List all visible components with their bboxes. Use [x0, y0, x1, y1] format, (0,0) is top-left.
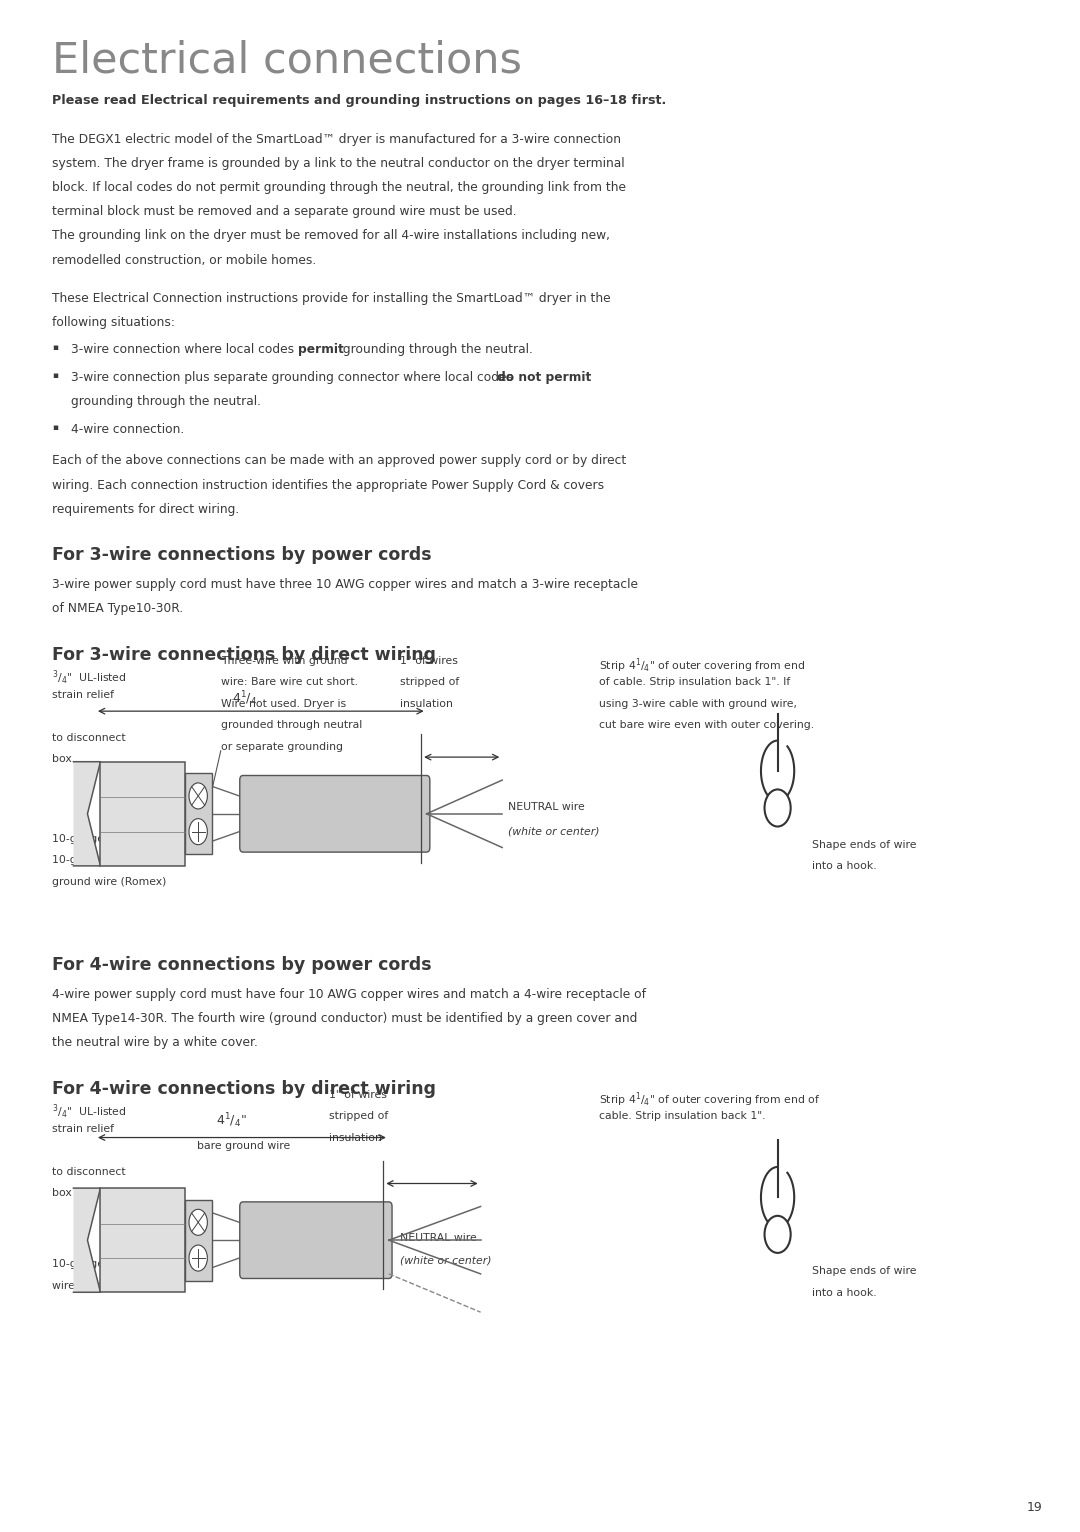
Text: 3-wire connection plus separate grounding connector where local codes: 3-wire connection plus separate groundin…	[71, 371, 517, 385]
Text: Wire not used. Dryer is: Wire not used. Dryer is	[221, 699, 347, 709]
Text: $\mathregular{^3/_4}$"  UL-listed: $\mathregular{^3/_4}$" UL-listed	[52, 1103, 126, 1121]
Text: the neutral wire by a white cover.: the neutral wire by a white cover.	[52, 1036, 258, 1049]
Text: cable. Strip insulation back 1".: cable. Strip insulation back 1".	[599, 1112, 766, 1121]
Text: Three-wire with ground: Three-wire with ground	[221, 656, 348, 666]
Text: Shape ends of wire: Shape ends of wire	[812, 840, 917, 850]
Text: remodelled construction, or mobile homes.: remodelled construction, or mobile homes…	[52, 254, 316, 267]
Text: Strip 4$\mathregular{^1/_4}$" of outer covering from end of: Strip 4$\mathregular{^1/_4}$" of outer c…	[599, 1091, 821, 1109]
Circle shape	[765, 789, 791, 827]
Text: $\mathregular{^3/_4}$"  UL-listed: $\mathregular{^3/_4}$" UL-listed	[52, 668, 126, 686]
Text: ground wire (Romex): ground wire (Romex)	[52, 876, 166, 887]
Text: block. If local codes do not permit grounding through the neutral, the grounding: block. If local codes do not permit grou…	[52, 181, 625, 195]
Text: grounding through the neutral.: grounding through the neutral.	[338, 343, 532, 355]
Text: to disconnect: to disconnect	[52, 732, 125, 743]
Text: of NMEA Type10-30R.: of NMEA Type10-30R.	[52, 602, 184, 616]
Polygon shape	[73, 1189, 100, 1293]
Text: to disconnect: to disconnect	[52, 1167, 125, 1177]
Text: 3-wire connection where local codes: 3-wire connection where local codes	[71, 343, 298, 355]
Text: (white or center): (white or center)	[508, 826, 599, 836]
Text: NEUTRAL wire: NEUTRAL wire	[508, 801, 584, 812]
Circle shape	[765, 1216, 791, 1253]
Text: For 4-wire connections by direct wiring: For 4-wire connections by direct wiring	[52, 1080, 436, 1098]
Text: into a hook.: into a hook.	[812, 1288, 877, 1298]
Bar	[185, 1200, 212, 1281]
Bar	[100, 761, 185, 866]
Text: NEUTRAL wire: NEUTRAL wire	[400, 1233, 476, 1242]
Text: Please read Electrical requirements and grounding instructions on pages 16–18 fi: Please read Electrical requirements and …	[52, 95, 666, 107]
Text: using 3-wire cable with ground wire,: using 3-wire cable with ground wire,	[599, 699, 797, 709]
Text: grounding through the neutral.: grounding through the neutral.	[71, 395, 261, 408]
Text: wire (Romex): wire (Romex)	[52, 1281, 124, 1290]
Polygon shape	[73, 761, 100, 866]
FancyBboxPatch shape	[240, 775, 430, 852]
Text: permit: permit	[297, 343, 343, 355]
Text: strain relief: strain relief	[52, 689, 113, 700]
Text: grounded through neutral: grounded through neutral	[221, 720, 363, 731]
Text: 4-wire power supply cord must have four 10 AWG copper wires and match a 4-wire r: 4-wire power supply cord must have four …	[52, 988, 646, 1000]
Text: Strip 4$\mathregular{^1/_4}$" of outer covering from end: Strip 4$\mathregular{^1/_4}$" of outer c…	[599, 656, 806, 674]
Text: The grounding link on the dryer must be removed for all 4-wire installations inc: The grounding link on the dryer must be …	[52, 230, 610, 242]
Circle shape	[189, 1246, 207, 1272]
Text: bare ground wire: bare ground wire	[197, 1141, 289, 1151]
Text: 10-gauge, 3-wire with: 10-gauge, 3-wire with	[52, 855, 171, 866]
Text: strain relief: strain relief	[52, 1124, 113, 1134]
Text: For 4-wire connections by power cords: For 4-wire connections by power cords	[52, 956, 432, 974]
Text: Each of the above connections can be made with an approved power supply cord or : Each of the above connections can be mad…	[52, 455, 626, 467]
FancyBboxPatch shape	[240, 1203, 392, 1279]
Text: cut bare wire even with outer covering.: cut bare wire even with outer covering.	[599, 720, 814, 731]
Text: Electrical connections: Electrical connections	[52, 38, 522, 81]
Text: stripped of: stripped of	[400, 677, 459, 688]
Text: wire: Bare wire cut short.: wire: Bare wire cut short.	[221, 677, 359, 688]
Text: terminal block must be removed and a separate ground wire must be used.: terminal block must be removed and a sep…	[52, 205, 516, 218]
Text: ▪: ▪	[52, 371, 58, 380]
Text: For 3-wire connections by direct wiring: For 3-wire connections by direct wiring	[52, 645, 436, 663]
Circle shape	[189, 1209, 207, 1235]
Text: 4-wire connection.: 4-wire connection.	[71, 423, 185, 437]
Text: into a hook.: into a hook.	[812, 861, 877, 872]
Text: requirements for direct wiring.: requirements for direct wiring.	[52, 502, 239, 516]
Text: These Electrical Connection instructions provide for installing the SmartLoad™ d: These Electrical Connection instructions…	[52, 293, 610, 305]
Text: For 3-wire connections by power cords: For 3-wire connections by power cords	[52, 547, 432, 564]
Text: 1" of wires: 1" of wires	[400, 656, 458, 666]
Text: ▪: ▪	[52, 423, 58, 432]
Text: box: box	[52, 754, 71, 764]
Text: box: box	[52, 1189, 71, 1198]
Text: do not permit: do not permit	[497, 371, 591, 385]
Text: insulation: insulation	[400, 699, 453, 709]
Text: (white or center): (white or center)	[400, 1256, 491, 1265]
Text: insulation: insulation	[329, 1134, 382, 1143]
Text: of cable. Strip insulation back 1". If: of cable. Strip insulation back 1". If	[599, 677, 791, 688]
Text: wiring. Each connection instruction identifies the appropriate Power Supply Cord: wiring. Each connection instruction iden…	[52, 478, 604, 492]
Text: stripped of: stripped of	[329, 1112, 389, 1121]
Text: or separate grounding: or separate grounding	[221, 741, 343, 752]
Text: system. The dryer frame is grounded by a link to the neutral conductor on the dr: system. The dryer frame is grounded by a…	[52, 156, 624, 170]
Text: 10-gauge, 3-wire or,: 10-gauge, 3-wire or,	[52, 833, 163, 844]
Bar	[100, 1189, 185, 1293]
Circle shape	[189, 818, 207, 844]
Text: NMEA Type14-30R. The fourth wire (ground conductor) must be identified by a gree: NMEA Type14-30R. The fourth wire (ground…	[52, 1013, 637, 1025]
Text: $\mathregular{4^1/_4}$": $\mathregular{4^1/_4}$"	[216, 1112, 247, 1131]
Text: The DEGX1 electric model of the SmartLoad™ dryer is manufactured for a 3-wire co: The DEGX1 electric model of the SmartLoa…	[52, 133, 621, 146]
Text: Shape ends of wire: Shape ends of wire	[812, 1267, 917, 1276]
Text: 1" of wires: 1" of wires	[329, 1091, 388, 1100]
Text: 19: 19	[1026, 1501, 1042, 1514]
Text: following situations:: following situations:	[52, 317, 175, 329]
Text: 10-gauge, 3-wire with ground: 10-gauge, 3-wire with ground	[52, 1259, 213, 1268]
Circle shape	[189, 783, 207, 809]
Text: 3-wire power supply cord must have three 10 AWG copper wires and match a 3-wire : 3-wire power supply cord must have three…	[52, 578, 638, 591]
Text: ▪: ▪	[52, 343, 58, 352]
Text: $\mathregular{4^1/_4}$: $\mathregular{4^1/_4}$	[232, 689, 257, 708]
Bar	[185, 774, 212, 855]
